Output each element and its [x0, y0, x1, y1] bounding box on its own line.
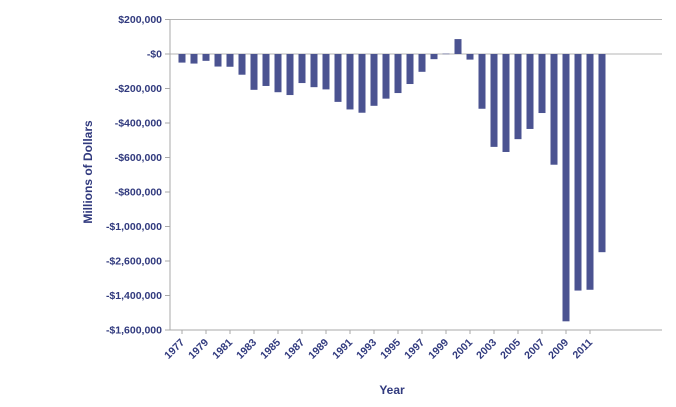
bar-1999: [442, 53, 450, 55]
y-tick-label: -$1,400,000: [106, 290, 162, 302]
x-tick-label: 2005: [498, 337, 523, 362]
bar-2006: [526, 54, 534, 129]
bar-2012: [598, 54, 606, 253]
x-tick-label: 1979: [186, 337, 211, 362]
x-tick-label: 2003: [474, 337, 499, 362]
bar-2001: [466, 54, 474, 60]
bar-2010: [574, 54, 582, 291]
bar-1988: [310, 54, 318, 88]
bar-2002: [478, 54, 486, 109]
y-tick-label: -$600,000: [115, 152, 162, 164]
x-tick-label: 1981: [210, 337, 235, 362]
y-tick-label: -$400,000: [115, 118, 162, 130]
bar-1979: [202, 54, 210, 61]
bar-1990: [334, 54, 342, 102]
bar-2004: [502, 54, 510, 152]
x-tick-label: 1985: [258, 337, 283, 362]
bar-1978: [190, 54, 198, 64]
bar-2008: [550, 54, 558, 165]
x-tick-label: 1997: [402, 337, 427, 362]
bar-1980: [214, 54, 222, 67]
bar-1977: [178, 54, 186, 63]
bar-1989: [322, 54, 330, 90]
bar-2000: [454, 39, 462, 54]
bar-1984: [262, 54, 270, 86]
y-tick-label: -$1,000,000: [106, 221, 162, 233]
x-tick-label: 1977: [162, 337, 187, 362]
y-tick-label: -$0: [147, 49, 162, 61]
y-tick-label: -$200,000: [115, 83, 162, 95]
x-tick-label: 2007: [522, 337, 547, 362]
x-tick-label: 1999: [426, 337, 451, 362]
bar-1996: [406, 54, 414, 85]
bar-1994: [382, 54, 390, 99]
bar-2005: [514, 54, 522, 140]
x-tick-label: 1995: [378, 337, 403, 362]
y-tick-label: $200,000: [118, 14, 162, 26]
bar-1998: [430, 54, 438, 60]
bar-2009: [562, 54, 570, 322]
y-axis-title: Millions of Dollars: [81, 120, 95, 224]
y-tick-label: -$2,600,000: [106, 256, 162, 268]
bar-1991: [346, 54, 354, 110]
bar-1997: [418, 54, 426, 72]
bar-1982: [238, 54, 246, 75]
y-tick-label: -$800,000: [115, 187, 162, 199]
x-tick-label: 1987: [282, 337, 307, 362]
x-tick-label: 2001: [450, 337, 475, 362]
bar-1981: [226, 54, 234, 67]
x-tick-label: 1991: [330, 337, 355, 362]
x-tick-label: 1993: [354, 337, 379, 362]
bar-1986: [286, 54, 294, 96]
bar-1992: [358, 54, 366, 113]
x-tick-label: 1989: [306, 337, 331, 362]
bar-1987: [298, 54, 306, 84]
bar-2011: [586, 54, 594, 290]
bar-1993: [370, 54, 378, 106]
x-tick-label: 2011: [571, 337, 596, 362]
bar-1995: [394, 54, 402, 94]
x-axis-title: Year: [379, 383, 405, 397]
y-tick-label: -$1,600,000: [106, 325, 162, 337]
x-tick-label: 2009: [546, 337, 571, 362]
bar-2003: [490, 54, 498, 147]
bar-1983: [250, 54, 258, 90]
x-tick-label: 1983: [234, 337, 259, 362]
bar-2007: [538, 54, 546, 114]
bar-1985: [274, 54, 282, 93]
